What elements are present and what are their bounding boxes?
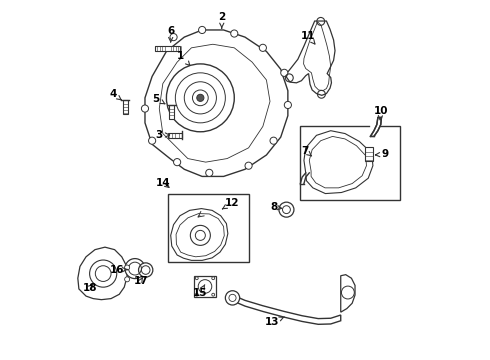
Bar (168, 133, 182, 138)
Text: 2: 2 (218, 13, 225, 28)
Text: 5: 5 (152, 94, 165, 104)
Text: 15: 15 (193, 285, 208, 297)
Polygon shape (304, 131, 373, 194)
Text: 18: 18 (82, 283, 97, 293)
Text: 8: 8 (270, 202, 282, 212)
Circle shape (142, 105, 148, 112)
Circle shape (231, 30, 238, 37)
Text: 4: 4 (109, 89, 122, 100)
Circle shape (193, 90, 208, 106)
Circle shape (170, 33, 177, 41)
Circle shape (124, 265, 130, 270)
Bar (169, 105, 174, 119)
Circle shape (281, 69, 288, 76)
Circle shape (206, 169, 213, 176)
Circle shape (125, 258, 145, 279)
Circle shape (139, 263, 153, 277)
Bar (123, 100, 128, 114)
Circle shape (90, 260, 117, 287)
Text: 1: 1 (177, 51, 190, 66)
Text: 7: 7 (301, 146, 312, 156)
Text: 6: 6 (167, 26, 174, 42)
Bar (300, 126, 400, 200)
Text: 14: 14 (156, 178, 171, 188)
Circle shape (279, 202, 294, 217)
Circle shape (173, 158, 181, 166)
Circle shape (196, 293, 198, 296)
Bar (168, 194, 248, 262)
Bar (365, 147, 373, 161)
Text: 9: 9 (375, 149, 389, 159)
Circle shape (212, 277, 215, 280)
Text: 12: 12 (222, 198, 240, 209)
Circle shape (148, 137, 156, 144)
Bar (155, 46, 180, 51)
Circle shape (284, 102, 292, 109)
Polygon shape (232, 295, 341, 324)
Circle shape (259, 44, 267, 51)
Text: 3: 3 (156, 130, 170, 140)
Circle shape (212, 293, 215, 296)
Bar (194, 276, 216, 297)
Polygon shape (341, 275, 355, 312)
Circle shape (270, 137, 277, 144)
Text: 16: 16 (110, 265, 127, 275)
Circle shape (167, 64, 234, 132)
Polygon shape (171, 208, 228, 260)
Text: 11: 11 (301, 31, 315, 44)
Text: 10: 10 (373, 107, 388, 120)
Circle shape (225, 291, 240, 305)
Circle shape (198, 26, 206, 33)
Polygon shape (287, 21, 335, 95)
Circle shape (124, 277, 130, 282)
Text: 17: 17 (133, 276, 148, 286)
Circle shape (245, 162, 252, 169)
Circle shape (196, 277, 198, 280)
Polygon shape (145, 30, 288, 176)
Polygon shape (370, 117, 381, 136)
Polygon shape (78, 247, 127, 300)
Circle shape (197, 94, 204, 102)
Text: 13: 13 (265, 317, 284, 327)
